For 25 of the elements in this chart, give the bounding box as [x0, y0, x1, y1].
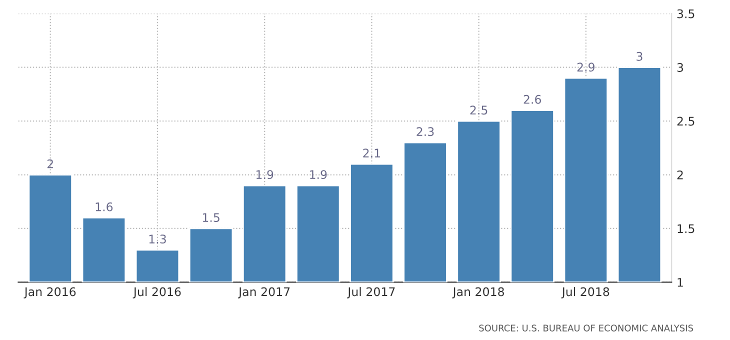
data-label: 2.1	[363, 148, 380, 158]
data-label: 1.5	[202, 213, 220, 222]
y-tick-label: 1.5	[678, 224, 694, 234]
y-tick-label: 3	[677, 63, 684, 72]
data-label: 3	[636, 52, 642, 61]
x-tick-label: Jan 2018	[452, 287, 504, 298]
data-label: 1.9	[310, 170, 327, 180]
data-label: 1.3	[149, 234, 166, 244]
x-tick-label: Jul 2017	[347, 287, 395, 298]
data-label: 2.9	[577, 62, 594, 72]
x-tick-label: Jul 2018	[561, 287, 610, 298]
data-label: 2.5	[470, 106, 488, 115]
y-tick-label: 2	[677, 170, 683, 180]
x-tick-label: Jan 2017	[238, 287, 290, 298]
data-label: 1.9	[256, 170, 274, 180]
y-tick-label: 1	[678, 278, 683, 287]
data-label: 2.6	[524, 94, 542, 104]
x-tick-label: Jan 2016	[24, 287, 76, 298]
data-label: 1.6	[96, 202, 113, 212]
y-tick-label: 2.5	[677, 116, 694, 126]
y-tick-label: 3.5	[677, 9, 694, 18]
source-note: SOURCE: U.S. BUREAU OF ECONOMIC ANALYSIS	[479, 324, 693, 332]
data-label: 2	[47, 159, 53, 168]
data-label: 2.3	[416, 127, 434, 136]
x-tick-label: Jul 2016	[132, 287, 181, 298]
